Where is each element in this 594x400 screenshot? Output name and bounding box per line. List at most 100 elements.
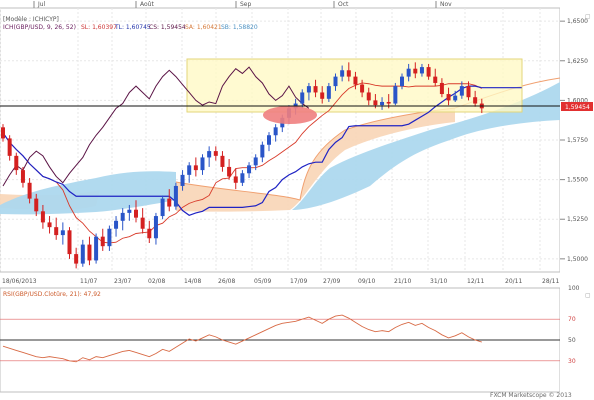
y-tick-label: 1,6250 [567,58,588,65]
candle [160,195,165,220]
month-label: Août [140,1,154,8]
candle [353,71,358,90]
y-tick-label: 1,6000 [567,97,588,104]
rsi-line-group [0,287,560,363]
kijun-sen [2,85,482,216]
candle [94,233,99,264]
candle [7,135,12,161]
x-tick-label: 20/11 [505,278,522,285]
panel-icon[interactable]: ▢ [585,13,591,20]
x-tick-label: 28/11 [542,278,559,285]
candle [227,159,232,180]
x-tick-label: 12/11 [467,278,484,285]
x-tick-label: 05/09 [254,278,271,285]
candle [167,189,172,212]
x-tick-label: 23/07 [114,278,131,285]
candle [267,132,271,152]
breakout-marker [263,106,317,124]
kumo-bull-segment [292,82,560,210]
model-label: [Modèle : ICHICYP] [3,16,59,23]
candle [173,182,178,210]
candle [419,63,424,77]
candle [114,216,119,237]
rsi-tick-label: 70 [568,316,576,323]
month-label: Sep [240,1,252,8]
candle [313,79,318,98]
y-tick-label: 1,5250 [567,216,588,223]
candle [220,151,225,172]
x-tick-label: 26/08 [218,278,235,285]
candle [233,168,238,190]
sa-label: SA: 1,60421 [185,24,222,31]
month-labels: Jul Août Sep Oct Nov [33,1,452,8]
candle [247,162,252,179]
candle [473,90,478,107]
candle [426,63,431,80]
candle [413,62,418,79]
candle [207,146,212,167]
candle [147,220,152,244]
candle [180,170,185,191]
candle [333,73,338,91]
x-tick-label: 02/08 [148,278,165,285]
candlesticks [1,62,484,269]
candle [120,208,125,231]
x-tick-label: 17/09 [290,278,307,285]
month-label: Nov [440,1,452,8]
y-tick-label: 1,5000 [567,256,588,263]
candle [393,82,398,106]
candle [153,212,158,245]
candle [453,90,458,102]
y-axis-area [560,0,594,400]
candle [366,87,371,106]
candle [360,79,365,98]
candle [466,81,471,101]
candle [80,239,85,267]
candle [306,82,311,101]
candle [187,162,192,183]
footer-brand: FXCM Marketscope © 2013 [490,392,572,399]
candle [340,65,345,82]
candle [459,81,464,99]
candle [326,82,331,102]
candle [107,225,112,251]
candle [240,170,245,186]
candle [380,97,385,110]
sl-label: SL: 1,60397 [81,24,117,31]
candle [134,200,138,223]
candle [67,227,72,259]
month-label: Jul [37,1,46,8]
indicator-label: ICH(GBP/USD, 9, 26, 52) [3,24,76,31]
rsi-panel-icon[interactable]: ▢ [585,292,591,299]
candle [127,204,132,221]
cs-label: CS: 1,59454 [149,24,186,31]
price-y-axis: 1,6500 1,6250 1,6000 1,5750 1,5500 1,5250 1,50… [560,18,588,263]
y-tick-label: 1,5750 [567,137,588,144]
y-tick-label: 1,6500 [567,18,588,25]
candle [34,193,39,217]
candle [140,208,145,234]
x-tick-label: 14/08 [184,278,201,285]
x-tick-label: 27/09 [323,278,340,285]
last-price-value: 1,59454 [565,104,590,111]
rsi-tick-label: 50 [568,337,576,344]
candle [446,87,451,106]
x-tick-label: 31/10 [430,278,447,285]
y-tick-label: 1,5500 [567,177,588,184]
candle [14,152,19,175]
candle [439,78,444,98]
x-tick-label: 18/06/2013 [2,278,37,285]
candle [300,89,305,109]
x-tick-label: 21/10 [394,278,411,285]
kumo-bull-segment [0,171,176,215]
candle [100,228,105,251]
candle [346,62,351,82]
candle [27,178,32,204]
x-tick-label: 09/10 [358,278,375,285]
candle [273,124,278,142]
candle [433,68,438,87]
candle [213,146,218,161]
candle [40,204,45,229]
chikou-span [2,66,310,187]
